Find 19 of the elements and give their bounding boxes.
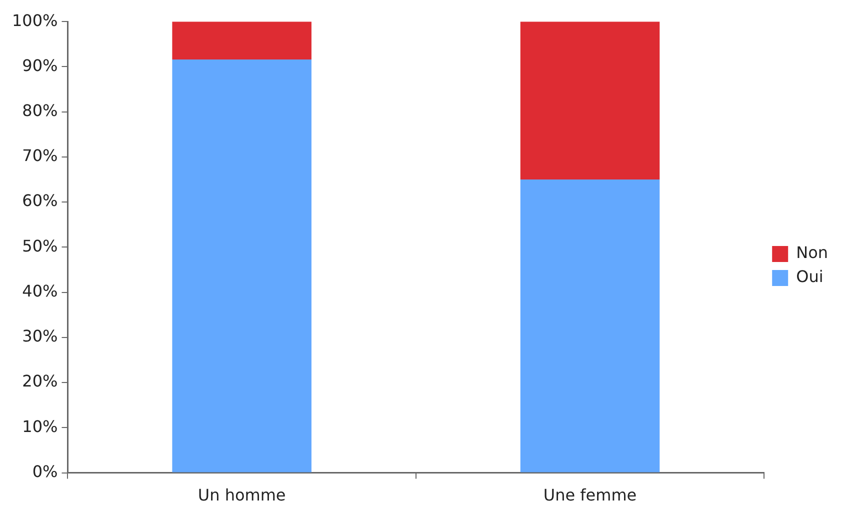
y-tick-label: 80% bbox=[22, 100, 58, 120]
bar bbox=[520, 180, 660, 472]
bar bbox=[172, 60, 312, 472]
y-tick-label: 40% bbox=[22, 281, 58, 300]
y-tick-label: 90% bbox=[22, 56, 58, 75]
x-tick-label: Une femme bbox=[543, 486, 637, 505]
bar bbox=[172, 22, 312, 60]
y-tick-label: 30% bbox=[22, 326, 58, 346]
legend-label: Oui bbox=[796, 267, 824, 286]
y-tick-label: 10% bbox=[22, 416, 58, 436]
y-tick-label: 70% bbox=[22, 146, 58, 166]
y-tick-label: 50% bbox=[22, 236, 58, 256]
legend-label: Non bbox=[796, 243, 828, 262]
y-tick-label: 100% bbox=[12, 10, 58, 30]
y-tick-label: 20% bbox=[22, 372, 58, 391]
y-tick-label: 0% bbox=[32, 462, 58, 481]
bar bbox=[520, 22, 660, 180]
x-tick-label: Un homme bbox=[198, 486, 286, 505]
y-tick-label: 60% bbox=[22, 191, 58, 210]
